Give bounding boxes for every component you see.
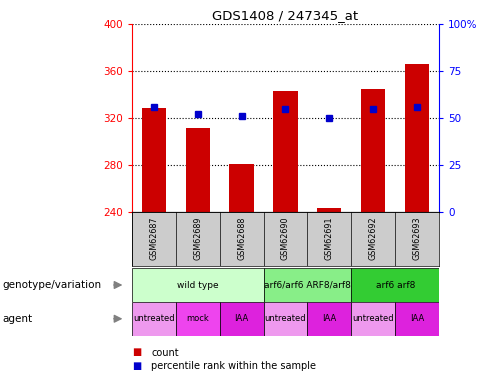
Title: GDS1408 / 247345_at: GDS1408 / 247345_at	[212, 9, 359, 22]
Text: GSM62689: GSM62689	[193, 216, 202, 260]
Text: GSM62688: GSM62688	[237, 216, 246, 260]
Text: GSM62692: GSM62692	[369, 216, 378, 260]
Text: arf6/arf6 ARF8/arf8: arf6/arf6 ARF8/arf8	[264, 280, 351, 290]
Bar	[132, 302, 176, 336]
Bar	[351, 268, 439, 302]
Text: GSM62690: GSM62690	[281, 216, 290, 260]
Text: mock: mock	[186, 314, 209, 323]
Text: IAA: IAA	[322, 314, 337, 323]
Bar	[317, 209, 342, 212]
Text: GSM62687: GSM62687	[149, 216, 158, 260]
Bar	[132, 268, 264, 302]
Text: wild type: wild type	[177, 280, 219, 290]
Bar	[351, 302, 395, 336]
Text: percentile rank within the sample: percentile rank within the sample	[151, 361, 316, 370]
Bar	[176, 302, 220, 336]
Text: IAA: IAA	[410, 314, 425, 323]
Bar	[361, 89, 386, 212]
Text: untreated: untreated	[264, 314, 306, 323]
Bar	[142, 108, 166, 212]
Bar	[264, 268, 351, 302]
Bar	[395, 302, 439, 336]
Bar	[185, 128, 210, 212]
Text: genotype/variation: genotype/variation	[2, 280, 102, 290]
Text: agent: agent	[2, 314, 33, 324]
Bar	[307, 302, 351, 336]
Text: arf6 arf8: arf6 arf8	[376, 280, 415, 290]
Text: GSM62691: GSM62691	[325, 216, 334, 260]
Text: count: count	[151, 348, 179, 357]
Text: ■: ■	[132, 361, 141, 370]
Text: GSM62693: GSM62693	[413, 216, 422, 260]
Bar	[405, 64, 429, 212]
Bar	[220, 302, 264, 336]
Text: untreated: untreated	[133, 314, 175, 323]
Bar	[229, 164, 254, 212]
Bar	[273, 91, 298, 212]
Bar	[264, 302, 307, 336]
Text: untreated: untreated	[352, 314, 394, 323]
Text: IAA: IAA	[234, 314, 249, 323]
Text: ■: ■	[132, 348, 141, 357]
